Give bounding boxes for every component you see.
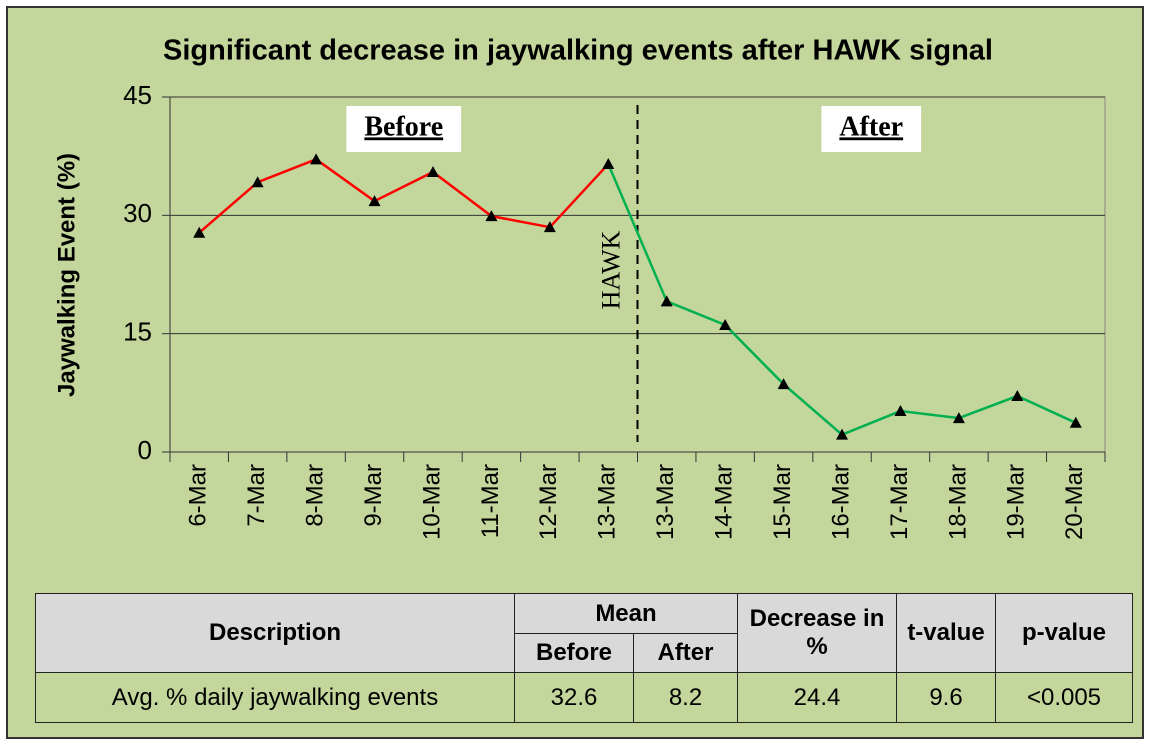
series-label: Before: [364, 111, 443, 142]
header-cell: Description: [35, 593, 515, 673]
header-cell: Mean: [514, 593, 738, 634]
header-cell: t-value: [896, 593, 996, 673]
subheader-cell: Before: [514, 633, 634, 673]
y-tick-label: 45: [123, 80, 152, 110]
marker: [251, 176, 264, 188]
cell: 9.6: [896, 672, 996, 723]
x-tick-label: 14-Mar: [711, 464, 738, 540]
x-tick-label: 10-Mar: [418, 464, 445, 540]
marker: [660, 295, 673, 307]
marker: [485, 210, 498, 222]
x-tick-label: 13-Mar: [594, 464, 621, 540]
series-line: [198, 157, 610, 234]
marker: [426, 165, 439, 177]
marker: [193, 226, 206, 238]
cell: <0.005: [995, 672, 1133, 723]
y-tick-label: 15: [123, 317, 152, 347]
x-tick-label: 17-Mar: [886, 464, 913, 540]
series-line: [607, 163, 1077, 437]
marker: [777, 378, 790, 390]
x-tick-label: 7-Mar: [243, 464, 270, 527]
header-cell: Decrease in %: [737, 593, 897, 673]
cell: Avg. % daily jaywalking events: [35, 672, 515, 723]
x-tick-label: 16-Mar: [827, 464, 854, 540]
marker: [836, 428, 849, 440]
x-tick-label: 11-Mar: [477, 464, 504, 538]
marker: [368, 195, 381, 207]
marker: [952, 412, 965, 424]
x-tick-label: 13-Mar: [652, 464, 679, 540]
marker: [1011, 389, 1024, 401]
x-tick-label: 15-Mar: [769, 464, 796, 540]
label-background: [346, 106, 462, 152]
cell: 8.2: [633, 672, 738, 723]
x-tick-label: 9-Mar: [360, 464, 387, 527]
annotation: HAWK: [596, 230, 625, 309]
y-tick-label: 0: [138, 435, 152, 465]
x-tick-label: 8-Mar: [301, 464, 328, 527]
marker: [602, 158, 615, 170]
cell: 24.4: [737, 672, 897, 723]
header-cell: p-value: [995, 593, 1133, 673]
y-tick-label: 30: [123, 198, 152, 228]
x-tick-label: 18-Mar: [944, 464, 971, 540]
label-background: [821, 106, 922, 152]
x-tick-label: 6-Mar: [185, 464, 212, 527]
x-tick-label: 20-Mar: [1061, 464, 1088, 540]
y-axis-label: Jaywalking Event (%): [53, 153, 80, 397]
marker: [543, 221, 556, 233]
cell: 32.6: [514, 672, 634, 723]
chart: Significant decrease in jaywalking event…: [53, 35, 1106, 540]
x-tick-label: 19-Mar: [1003, 464, 1030, 540]
marker: [1069, 416, 1082, 428]
stats-table: Description Mean Decrease in % t-value p…: [35, 593, 1133, 723]
x-tick-label: 12-Mar: [535, 464, 562, 540]
chart-title: Significant decrease in jaywalking event…: [163, 35, 993, 67]
marker: [310, 153, 323, 165]
series-label: After: [839, 111, 903, 142]
subheader-cell: After: [633, 633, 738, 673]
marker: [719, 318, 732, 330]
marker: [894, 404, 907, 416]
